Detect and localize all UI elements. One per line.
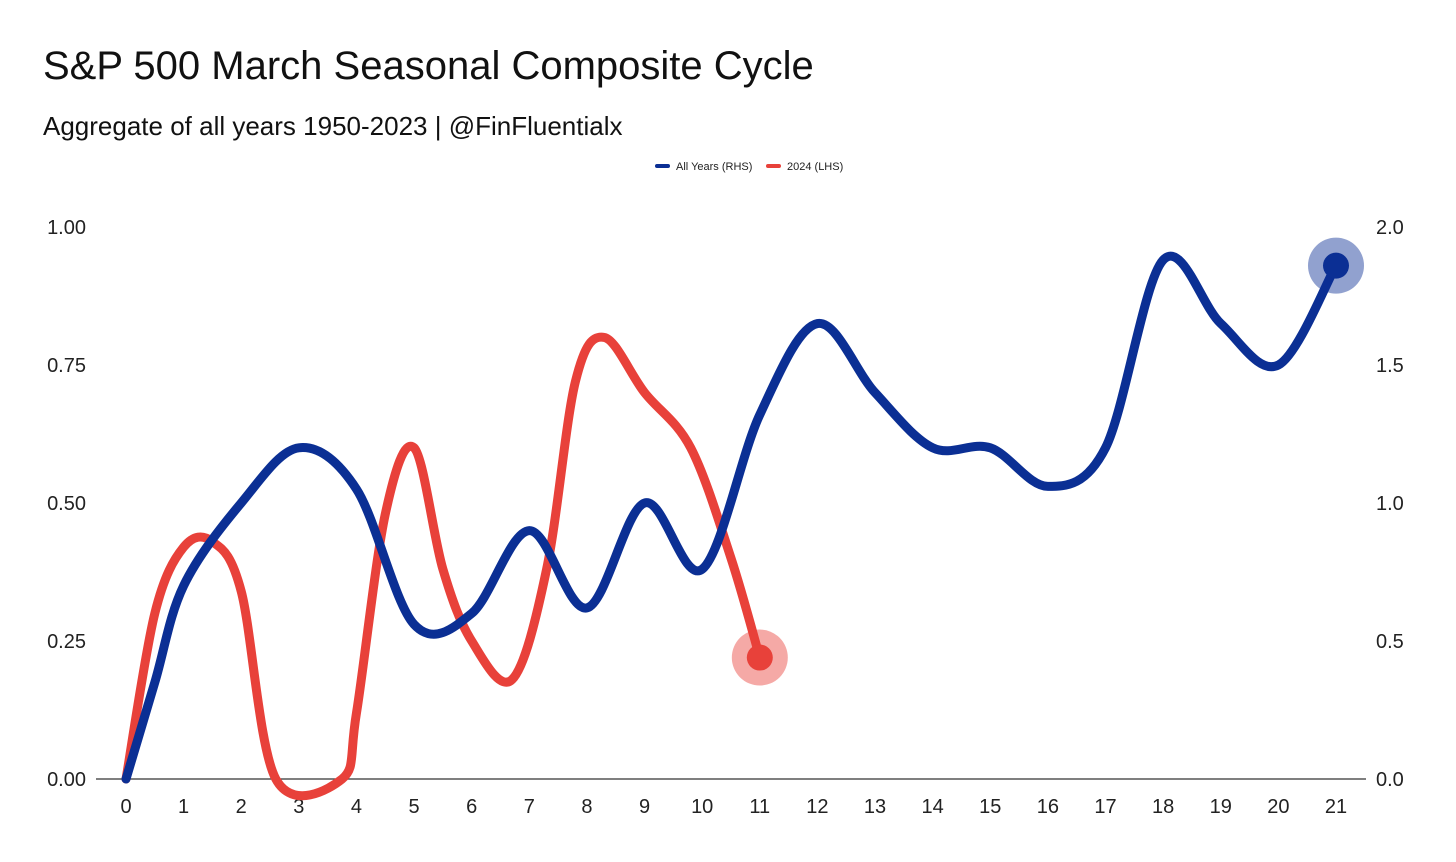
x-tick-label: 12 (806, 796, 828, 818)
legend-label-all-years: All Years (RHS) (676, 161, 752, 173)
x-tick-label: 20 (1267, 796, 1289, 818)
x-tick-label: 11 (749, 796, 770, 818)
y-right-tick-label: 0.5 (1376, 631, 1404, 653)
x-tick-label: 4 (351, 796, 362, 818)
x-tick-label: 19 (1210, 796, 1232, 818)
x-tick-label: 2 (236, 796, 247, 818)
x-tick-label: 16 (1037, 796, 1059, 818)
x-tick-label: 8 (581, 796, 592, 818)
y-right-tick-label: 0.0 (1376, 769, 1404, 791)
x-tick-label: 10 (691, 796, 713, 818)
y-left-tick-label: 0.50 (47, 493, 86, 515)
y-right-tick-label: 1.0 (1376, 493, 1404, 515)
chart-subtitle: Aggregate of all years 1950-2023 | @FinF… (43, 111, 623, 141)
all-years-line (121, 251, 1341, 784)
x-tick-label: 18 (1152, 796, 1174, 818)
series-2024-endpoint-marker (746, 644, 773, 671)
y-left-tick-label: 0.75 (47, 355, 86, 377)
x-tick-label: 21 (1325, 796, 1347, 818)
x-tick-label: 5 (409, 796, 420, 818)
x-tick-label: 6 (466, 796, 477, 818)
x-tick-label: 1 (178, 796, 189, 818)
x-tick-label: 15 (979, 796, 1001, 818)
x-tick-label: 7 (524, 796, 535, 818)
x-tick-label: 13 (864, 796, 886, 818)
x-tick-label: 14 (922, 796, 944, 818)
y-left-tick-label: 0.00 (47, 769, 86, 791)
y-left-tick-label: 0.25 (47, 631, 86, 653)
y-right-tick-label: 2.0 (1376, 217, 1404, 239)
x-tick-label: 17 (1094, 796, 1116, 818)
chart-title: S&P 500 March Seasonal Composite Cycle (43, 44, 814, 88)
x-tick-label: 0 (120, 796, 131, 818)
legend-label-series-2024: 2024 (LHS) (787, 161, 843, 173)
all-years-endpoint-marker (1323, 252, 1349, 279)
series-2024-line (121, 332, 765, 801)
x-tick-label: 3 (293, 796, 304, 818)
y-right-tick-label: 1.5 (1376, 355, 1404, 377)
x-tick-label: 9 (639, 796, 650, 818)
y-left-tick-label: 1.00 (47, 217, 86, 239)
